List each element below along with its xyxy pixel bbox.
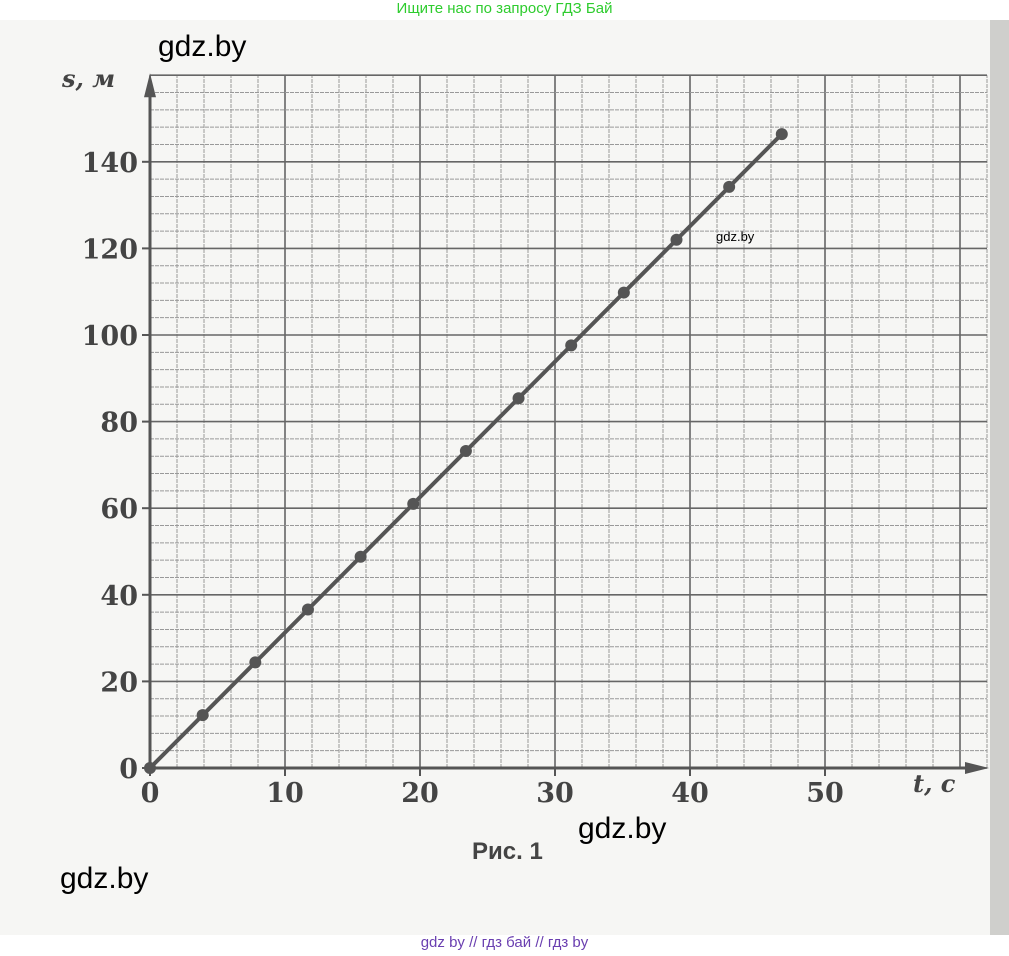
y-tick-label: 120	[82, 234, 138, 265]
x-tick-label: 40	[671, 778, 709, 809]
page-edge	[990, 20, 1009, 935]
header-banner[interactable]: Ищите нас по запросу ГДЗ Бай	[396, 0, 613, 17]
grid	[149, 74, 988, 769]
footer-links[interactable]: gdz by // гдз бай // гдз by	[420, 934, 589, 951]
data-point	[196, 709, 209, 722]
data-point	[407, 497, 420, 510]
data-point	[670, 233, 683, 246]
watermark: gdz.by	[158, 30, 247, 63]
x-tick-label: 0	[141, 778, 160, 809]
data-point	[301, 603, 314, 616]
data-point	[459, 445, 472, 458]
figure-caption: Рис. 1	[472, 838, 543, 865]
y-tick-label: 0	[119, 754, 138, 785]
y-axis-arrow-icon	[144, 73, 156, 98]
series	[144, 128, 788, 774]
data-point	[354, 550, 367, 563]
data-point	[144, 762, 156, 774]
x-tick-label: 50	[806, 778, 844, 809]
y-tick-label: 80	[100, 408, 138, 439]
x-tick-label: 10	[266, 778, 304, 809]
data-point	[249, 656, 262, 669]
y-tick-label: 100	[82, 321, 138, 352]
data-point	[565, 339, 578, 352]
y-tick-label: 40	[100, 581, 138, 612]
x-tick-label: 30	[536, 778, 574, 809]
x-tick-label: 20	[401, 778, 439, 809]
x-axis-label: t, с	[913, 769, 956, 798]
data-point	[775, 128, 788, 141]
y-tick-label: 20	[100, 667, 138, 698]
axes	[144, 73, 989, 774]
data-point	[723, 180, 736, 193]
watermark: gdz.by	[716, 229, 755, 244]
data-point	[512, 392, 525, 405]
y-tick-label: 60	[100, 494, 138, 525]
watermark: gdz.by	[578, 812, 667, 845]
y-axis-label: s, м	[61, 64, 115, 93]
data-point	[617, 286, 630, 299]
watermark: gdz.by	[60, 862, 149, 895]
tick-labels: 0 10 20 30 40 50 0 20 40 60 80 100 120 140	[82, 148, 844, 809]
y-tick-label: 140	[82, 148, 138, 179]
x-axis-arrow-icon	[965, 762, 989, 774]
